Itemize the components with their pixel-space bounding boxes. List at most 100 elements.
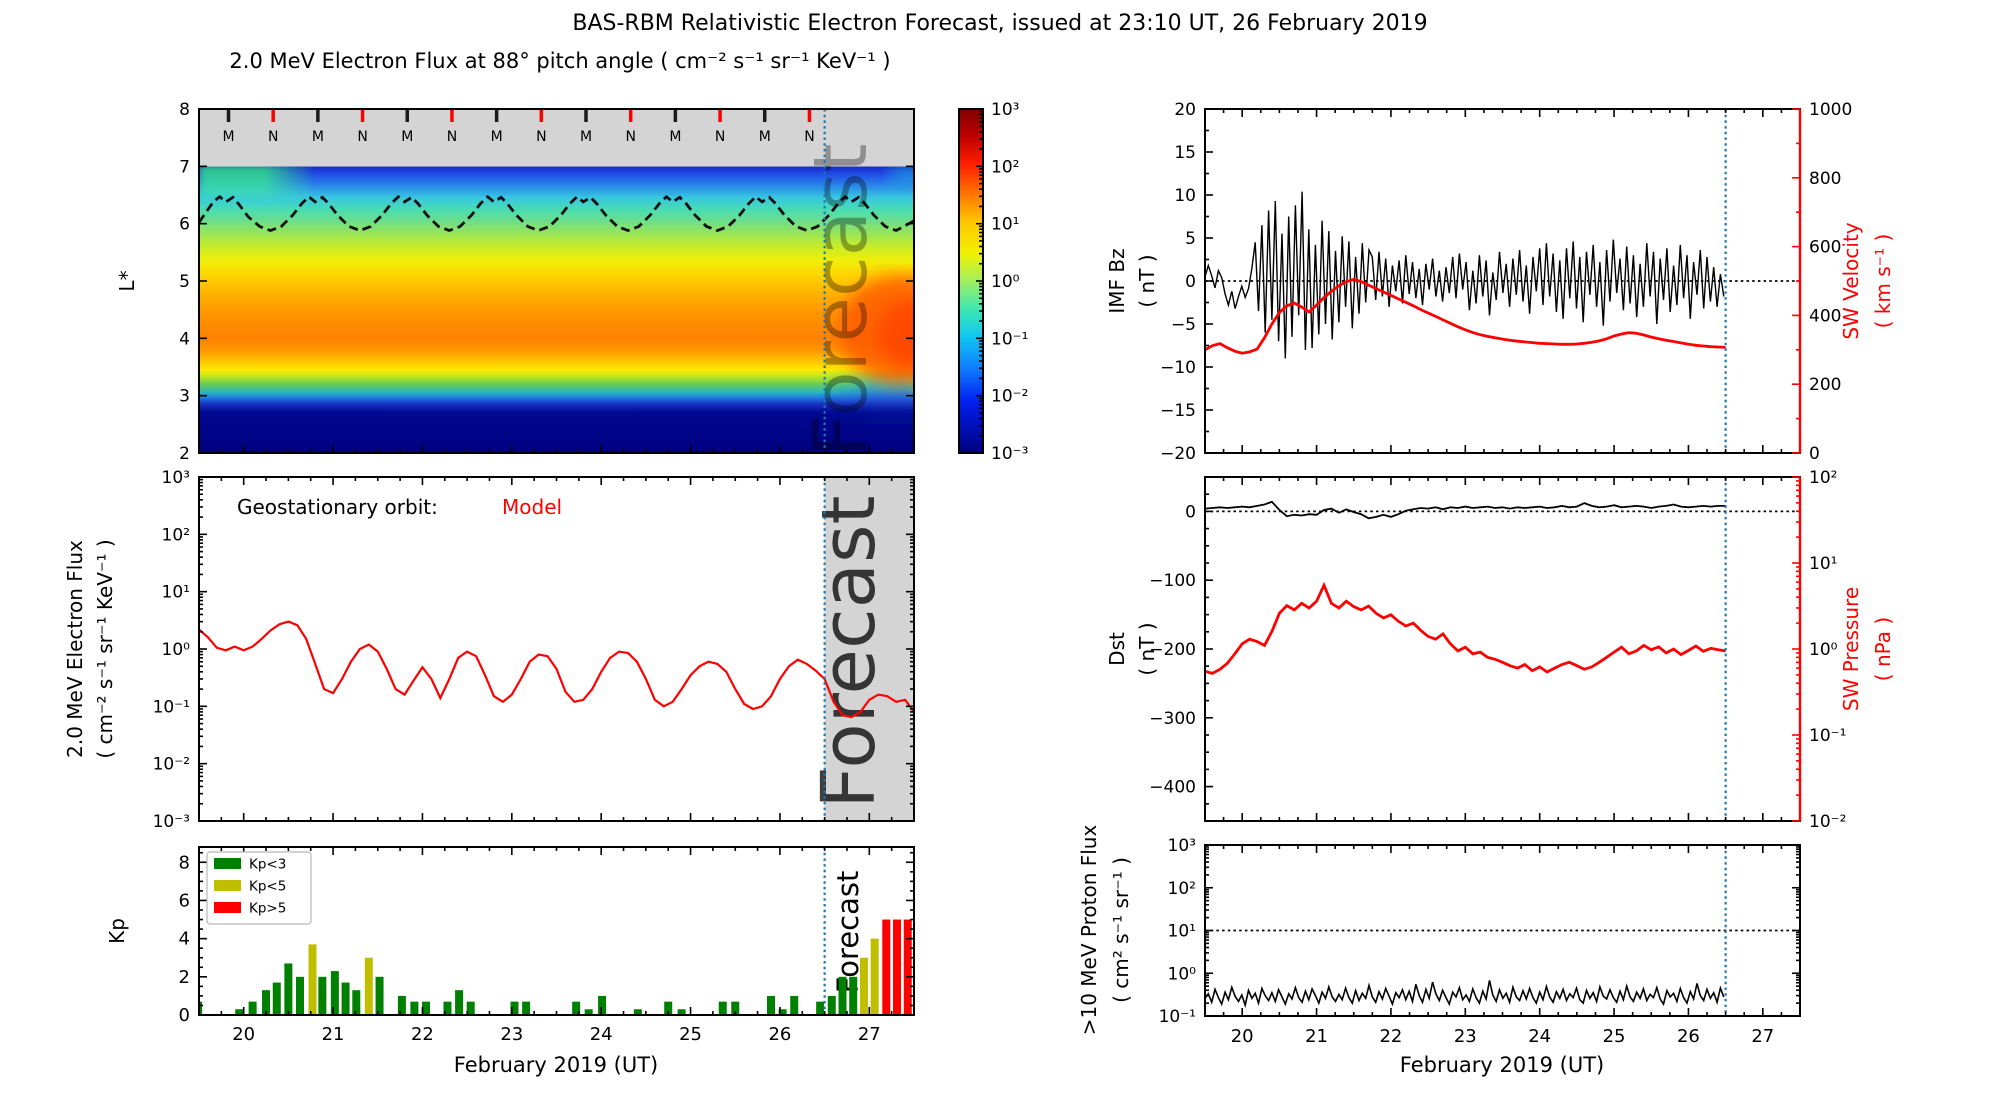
tick-label: 10⁻¹: [991, 329, 1028, 349]
imf-bz-axis-label-line1: IMF Bz: [1105, 248, 1129, 313]
sw-pressure-axis-label-line2: ( nPa ): [1871, 617, 1895, 681]
heatmap-title: 2.0 MeV Electron Flux at 88° pitch angle…: [229, 49, 890, 73]
tick-label: −400: [1149, 778, 1196, 798]
kp-bar: [664, 1001, 673, 1015]
tick-label: 10⁻³: [153, 812, 190, 832]
geo-orbit-annotation: Geostationary orbit:: [237, 495, 438, 519]
kp-bar: [352, 990, 361, 1015]
tick-label: 0: [1809, 444, 1820, 464]
tick-label: −20: [1160, 444, 1196, 464]
series-geo-model: [199, 620, 914, 719]
kp-axis-label: Kp: [105, 918, 129, 944]
colorbar: 10³ 10² 10¹ 10⁰ 10⁻¹ 10⁻² 10⁻³: [958, 100, 1028, 464]
proton-axis-label-line2: ( cm² s⁻¹ sr⁻¹ ): [1109, 857, 1133, 1003]
heatmap-axis-ticks: 8 7 6 5 4 3 2: [179, 100, 914, 464]
series-imf-bz: [1205, 191, 1725, 359]
panel-electron-heatmap: 2.0 MeV Electron Flux at 88° pitch angle…: [115, 49, 1028, 464]
tick-label: 15: [1174, 143, 1196, 163]
tick-label: 0: [1185, 272, 1196, 292]
tick-label: −100: [1149, 571, 1196, 591]
tick-label: 2: [179, 967, 190, 988]
kp-legend-swatch-low: [214, 858, 241, 869]
model-legend-label: Model: [502, 495, 562, 519]
kp-bar: [272, 982, 281, 1015]
kp-bar: [584, 1009, 593, 1015]
series-sw-velocity: [1205, 277, 1726, 355]
tick-label: 26: [1677, 1026, 1700, 1047]
tick-label: 10³: [991, 100, 1019, 120]
dst-pressure-plot: 0 −100 −200 −300 −400 10² 10¹ 10⁰ 10⁻¹ 10⁻²: [1149, 468, 1846, 832]
kp-bar: [677, 1009, 686, 1015]
tick-label: 4: [179, 929, 190, 950]
kp-bar: [248, 1001, 257, 1015]
tick-label: 10⁻¹: [153, 697, 190, 717]
geo-flux-axis-label-line2: ( cm⁻² s⁻¹ sr⁻¹ KeV⁻¹ ): [93, 539, 117, 758]
tick-label: 10⁻¹: [1809, 726, 1846, 746]
tick-label: 10³: [1168, 836, 1196, 856]
tick-label: 21: [1305, 1026, 1328, 1047]
tick-label: 23: [1454, 1026, 1477, 1047]
tick-label: 20: [232, 1024, 255, 1045]
tick-label: 27: [1751, 1026, 1774, 1047]
forecast-watermark-geo: Forecast: [806, 495, 892, 808]
geo-axis-ticks: 10³ 10² 10¹ 10⁰ 10⁻¹ 10⁻² 10⁻³: [153, 468, 914, 832]
tick-label: 27: [858, 1024, 881, 1045]
kp-bar: [199, 1001, 203, 1015]
geo-flux-plot: Forecast 10³ 10² 10¹ 10⁰ 10⁻¹ 10⁻² 10⁻³: [153, 468, 915, 832]
panel-dst-pressure: Dst ( nT ) SW Pressure ( nPa ) 0 −100 −200…: [1105, 468, 1895, 832]
tick-label: M: [491, 129, 503, 145]
panel-proton: >10 MeV Proton Flux ( cm² s⁻¹ sr⁻¹ ) 10³…: [1077, 825, 1801, 1077]
kp-bar: [510, 1001, 519, 1015]
tick-label: 6: [179, 890, 190, 911]
tick-label: 10⁰: [1809, 640, 1838, 660]
tick-label: 200: [1809, 375, 1841, 395]
tick-label: M: [580, 129, 592, 145]
kp-bar: [633, 1009, 642, 1015]
kp-bar: [790, 995, 799, 1015]
tick-label: 10¹: [162, 583, 190, 603]
forecast-watermark-kp: Forecast: [831, 871, 865, 994]
heatmap-image: [199, 166, 914, 453]
tick-label: 26: [768, 1024, 791, 1045]
kp-bar: [308, 944, 317, 1015]
xaxis-label-left: February 2019 (UT): [454, 1053, 658, 1077]
tick-label: 2: [179, 444, 190, 464]
series-sw-pressure: [1205, 581, 1726, 675]
kp-bar: [572, 1001, 581, 1015]
tick-label: 25: [1603, 1026, 1626, 1047]
tick-label: 10¹: [1809, 554, 1837, 574]
tick-label: M: [401, 129, 413, 145]
tick-label: N: [268, 129, 278, 145]
tick-label: 5: [1185, 229, 1196, 249]
kp-bar: [849, 976, 858, 1015]
tick-label: N: [625, 129, 635, 145]
tick-label: 10¹: [1168, 922, 1196, 942]
lstar-axis-label: L*: [115, 270, 139, 291]
tick-label: 25: [679, 1024, 702, 1045]
kp-bar: [466, 1001, 475, 1015]
sw-velocity-axis-label-line1: SW Velocity: [1839, 222, 1863, 339]
tick-label: M: [222, 129, 234, 145]
sw-pressure-axis-label-line1: SW Pressure: [1839, 587, 1863, 711]
forecast-shade: [824, 477, 914, 821]
tick-label: −10: [1160, 358, 1196, 378]
panel-imf-sw: IMF Bz ( nT ) SW Velocity ( km s⁻¹ ) 20 1…: [1105, 100, 1895, 464]
tick-label: 10⁻²: [1809, 812, 1846, 832]
tick-label: 0: [1185, 502, 1196, 522]
tick-label: M: [669, 129, 681, 145]
dst-axis-label-line2: ( nT ): [1135, 622, 1159, 675]
dst-axis-label-line1: Dst: [1105, 632, 1129, 666]
kp-bar: [882, 919, 891, 1015]
sw-velocity-axis-label-line2: ( km s⁻¹ ): [1871, 234, 1895, 329]
tick-label: 20: [1174, 100, 1196, 120]
tick-label: 10³: [162, 468, 190, 488]
kp-bar: [767, 995, 775, 1015]
kp-bar: [284, 963, 293, 1015]
tick-label: −300: [1149, 709, 1196, 729]
proton-axis-ticks: 10³ 10² 10¹ 10⁰ 10⁻¹ 20 21 22 23 24 25 26 27: [1159, 836, 1800, 1047]
tick-label: −200: [1149, 640, 1196, 660]
tick-label: 10⁻²: [991, 387, 1028, 407]
tick-label: 800: [1809, 169, 1841, 189]
